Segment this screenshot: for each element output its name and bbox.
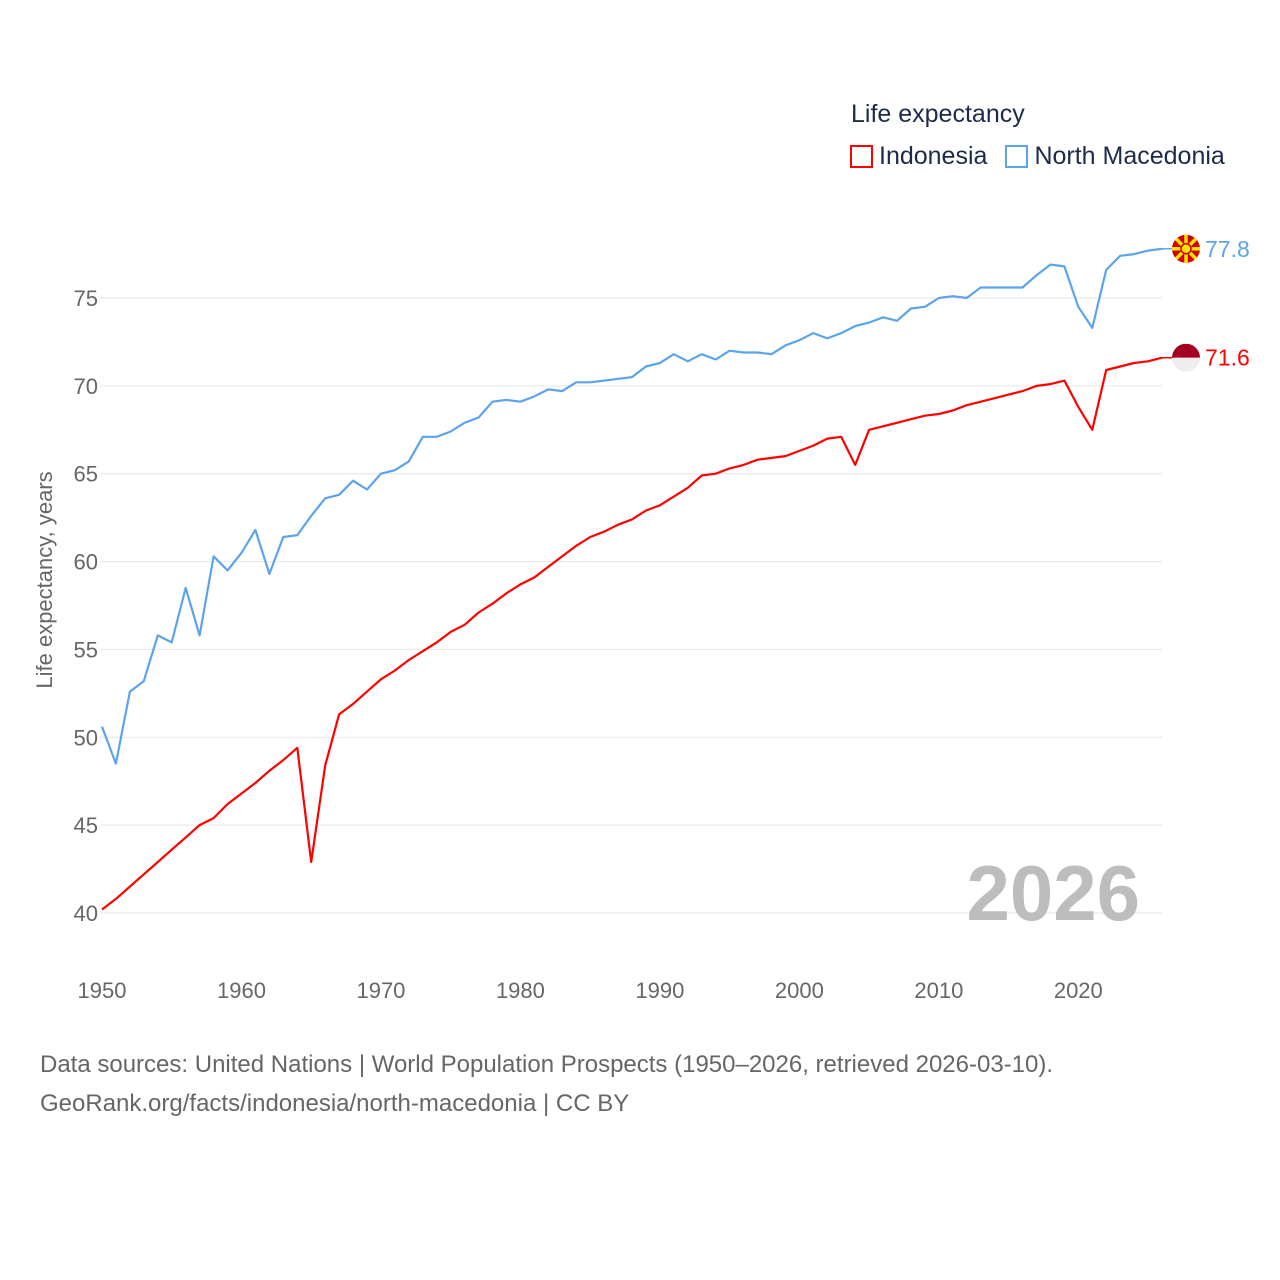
legend-title: Life expectancy [851, 100, 1025, 128]
x-tick-label: 1960 [217, 978, 266, 1003]
y-tick-label: 70 [74, 374, 98, 399]
legend: Indonesia North Macedonia [850, 142, 1225, 171]
end-value-label: 77.8 [1205, 236, 1250, 262]
end-value-label: 71.6 [1205, 345, 1250, 371]
y-axis-label: Life expectancy, years [32, 471, 57, 688]
y-tick-label: 40 [74, 901, 98, 926]
source-note: Data sources: United Nations | World Pop… [40, 1045, 1053, 1123]
x-tick-label: 2010 [914, 978, 963, 1003]
x-tick-label: 1950 [78, 978, 127, 1003]
series-line-indonesia [101, 356, 1163, 911]
y-tick-label: 50 [74, 725, 98, 750]
legend-swatch [1005, 145, 1029, 168]
y-tick-label: 65 [74, 462, 98, 487]
legend-item-indonesia[interactable]: Indonesia [850, 142, 987, 171]
x-tick-label: 1990 [635, 978, 684, 1003]
x-tick-label: 2020 [1054, 978, 1103, 1003]
flag-white [1172, 357, 1200, 372]
x-tick-label: 1980 [496, 978, 545, 1003]
source-url[interactable]: GeoRank.org/facts/indonesia/north-macedo… [40, 1090, 630, 1117]
legend-item-north-macedonia[interactable]: North Macedonia [1005, 142, 1225, 171]
flag-red [1172, 343, 1200, 358]
source-line: Data sources: United Nations | World Pop… [40, 1051, 1054, 1078]
y-tick-label: 60 [74, 550, 98, 575]
x-tick-label: 2000 [775, 978, 824, 1003]
year-watermark: 2026 [966, 849, 1140, 937]
series-line-north-macedonia [100, 247, 1163, 765]
x-tick-label: 1970 [356, 978, 405, 1003]
legend-swatch [850, 145, 873, 168]
legend-label: North Macedonia [1034, 142, 1225, 170]
y-tick-label: 75 [74, 286, 98, 311]
flag-sun [1180, 243, 1192, 255]
y-tick-label: 45 [74, 813, 98, 838]
y-tick-label: 55 [74, 637, 98, 662]
legend-label: Indonesia [879, 142, 988, 170]
